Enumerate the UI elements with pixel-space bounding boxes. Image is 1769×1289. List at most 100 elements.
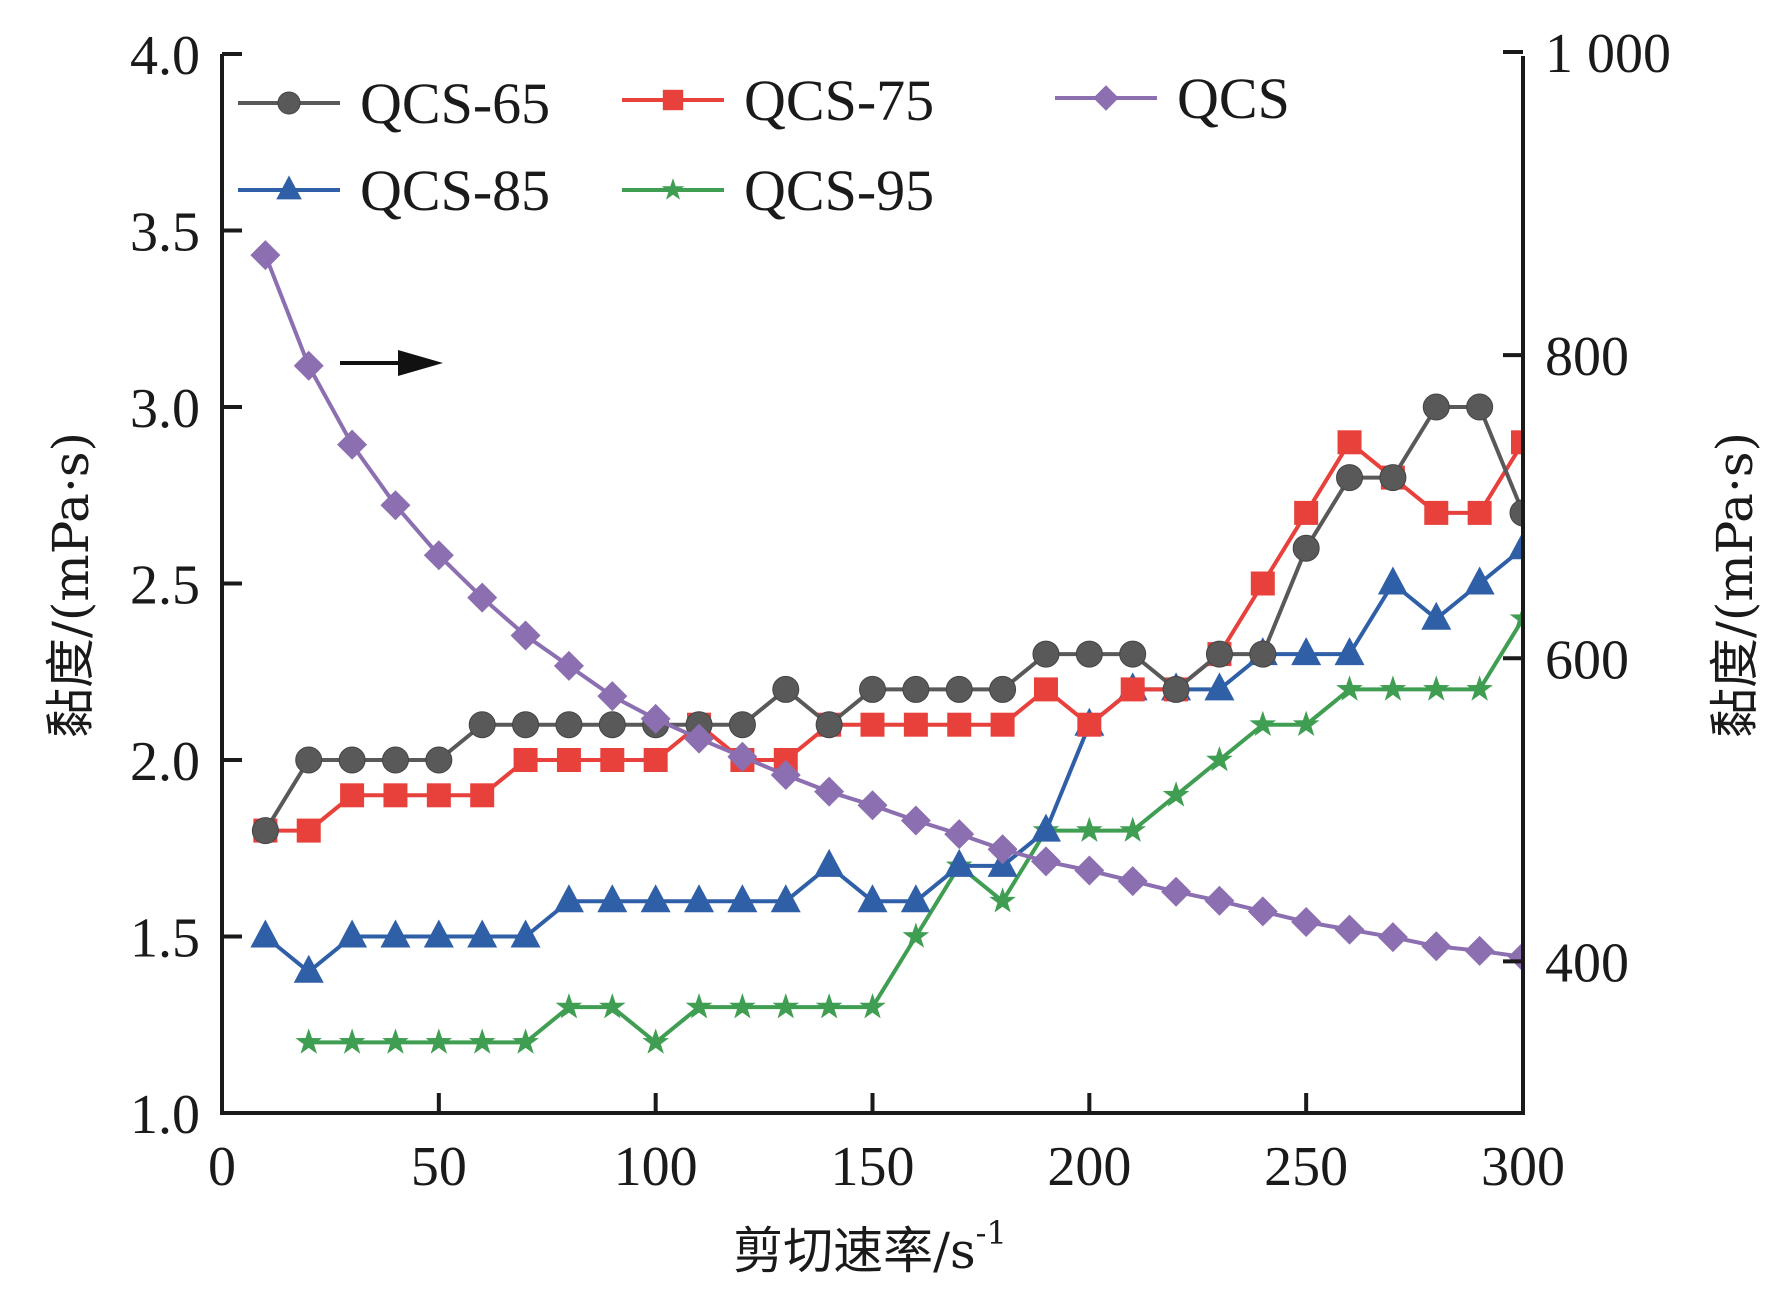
left-y-axis-title: 黏度/(mPa·s): [42, 432, 100, 738]
data-point: [513, 748, 538, 772]
ticks-layer: 0 50 100 150 200 250 300 1.0 1.5 2.0 2.5 3.0 3.5 4.0 4…: [130, 23, 1671, 1198]
data-point: [1032, 640, 1060, 668]
data-point: [467, 919, 498, 948]
legend-label: QCS: [1177, 66, 1290, 131]
y-left-tick-label: 2.0: [130, 731, 200, 793]
data-point: [1337, 430, 1362, 455]
data-point: [1508, 941, 1523, 972]
data-point: [425, 1028, 453, 1054]
data-point: [1336, 675, 1363, 701]
data-point: [1162, 675, 1190, 703]
data-point: [902, 675, 930, 703]
data-point: [380, 919, 411, 948]
data-point: [293, 350, 324, 381]
data-point: [1467, 500, 1492, 525]
x-tick-label: 100: [614, 1136, 698, 1198]
y-left-tick-label: 3.0: [130, 378, 200, 440]
data-point: [1377, 566, 1408, 595]
data-point: [1294, 500, 1319, 525]
series-line: [263, 254, 1523, 959]
data-point: [947, 712, 972, 737]
data-point: [423, 919, 454, 948]
data-point: [510, 620, 541, 651]
data-point: [990, 712, 1015, 737]
data-point: [859, 675, 886, 703]
data-point: [945, 675, 973, 703]
data-point: [1292, 710, 1320, 736]
x-tick-label: 300: [1481, 1136, 1565, 1198]
data-point: [597, 681, 628, 712]
data-point: [599, 993, 626, 1019]
legend-label: QCS-75: [744, 68, 934, 133]
data-point: [1424, 500, 1449, 525]
legend-item: QCS-95: [622, 158, 934, 223]
x-tick-label: 150: [831, 1136, 915, 1198]
data-point: [1120, 677, 1145, 702]
series-qcs-65: [251, 393, 1523, 845]
data-point: [772, 993, 800, 1019]
data-point: [1077, 712, 1102, 737]
data-point: [338, 746, 366, 774]
y-left-tick-label: 1.0: [130, 1084, 200, 1146]
data-point: [1336, 464, 1364, 492]
data-point: [468, 1028, 496, 1054]
data-point: [337, 429, 368, 460]
data-point: [556, 748, 581, 772]
data-point: [1249, 710, 1277, 736]
data-point: [1205, 640, 1233, 668]
data-point: [772, 675, 800, 703]
data-point: [1076, 816, 1103, 842]
y-left-tick-label: 2.5: [130, 555, 200, 617]
series-layer: [250, 240, 1523, 1054]
data-point: [250, 919, 281, 948]
legend-star-icon: [661, 178, 685, 200]
data-point: [1334, 637, 1365, 666]
x-axis-title-text: 剪切速率/s: [733, 1222, 976, 1280]
legend-label: QCS-85: [360, 158, 550, 223]
data-point: [1464, 566, 1495, 595]
data-point: [1423, 675, 1450, 701]
data-point: [426, 783, 451, 808]
data-point: [770, 759, 801, 790]
right-y-axis-title: 黏度/(mPa·s): [1706, 432, 1764, 738]
data-point: [1508, 531, 1523, 560]
data-point: [1377, 922, 1408, 953]
data-point: [640, 884, 671, 913]
data-point: [729, 993, 756, 1019]
data-point: [684, 884, 715, 913]
data-point: [903, 712, 928, 737]
data-point: [1334, 914, 1365, 945]
data-point: [1074, 855, 1105, 886]
data-point: [337, 919, 368, 948]
data-point: [600, 748, 625, 772]
data-point: [684, 723, 715, 754]
legend: QCS-65 QCS-75 QCS QCS-85 QCS-95: [238, 66, 1290, 223]
series-qcs: [250, 240, 1523, 972]
data-point: [340, 783, 365, 808]
data-point: [1117, 866, 1148, 897]
data-point: [383, 783, 408, 808]
y-left-tick-label: 1.5: [130, 908, 200, 970]
data-point: [944, 819, 975, 850]
series-qcs-95: [295, 604, 1523, 1054]
data-point: [1421, 601, 1452, 630]
data-point: [467, 582, 498, 613]
legend-square-icon: [662, 89, 684, 111]
data-point: [1030, 813, 1061, 842]
y-left-tick-label: 4.0: [130, 25, 200, 87]
data-point: [1030, 846, 1061, 877]
x-axis-title-superscript: -1: [976, 1214, 1007, 1252]
right-axis-arrow: [340, 350, 443, 376]
data-point: [815, 711, 843, 739]
data-point: [296, 818, 321, 843]
data-point: [1379, 464, 1407, 492]
data-point: [338, 1028, 366, 1054]
y-right-tick-label: 800: [1545, 326, 1629, 388]
data-point: [1161, 876, 1192, 907]
data-point: [770, 884, 801, 913]
data-point: [727, 741, 758, 772]
data-point: [1204, 672, 1235, 701]
series-qcs-85: [250, 531, 1523, 983]
data-point: [814, 776, 845, 807]
